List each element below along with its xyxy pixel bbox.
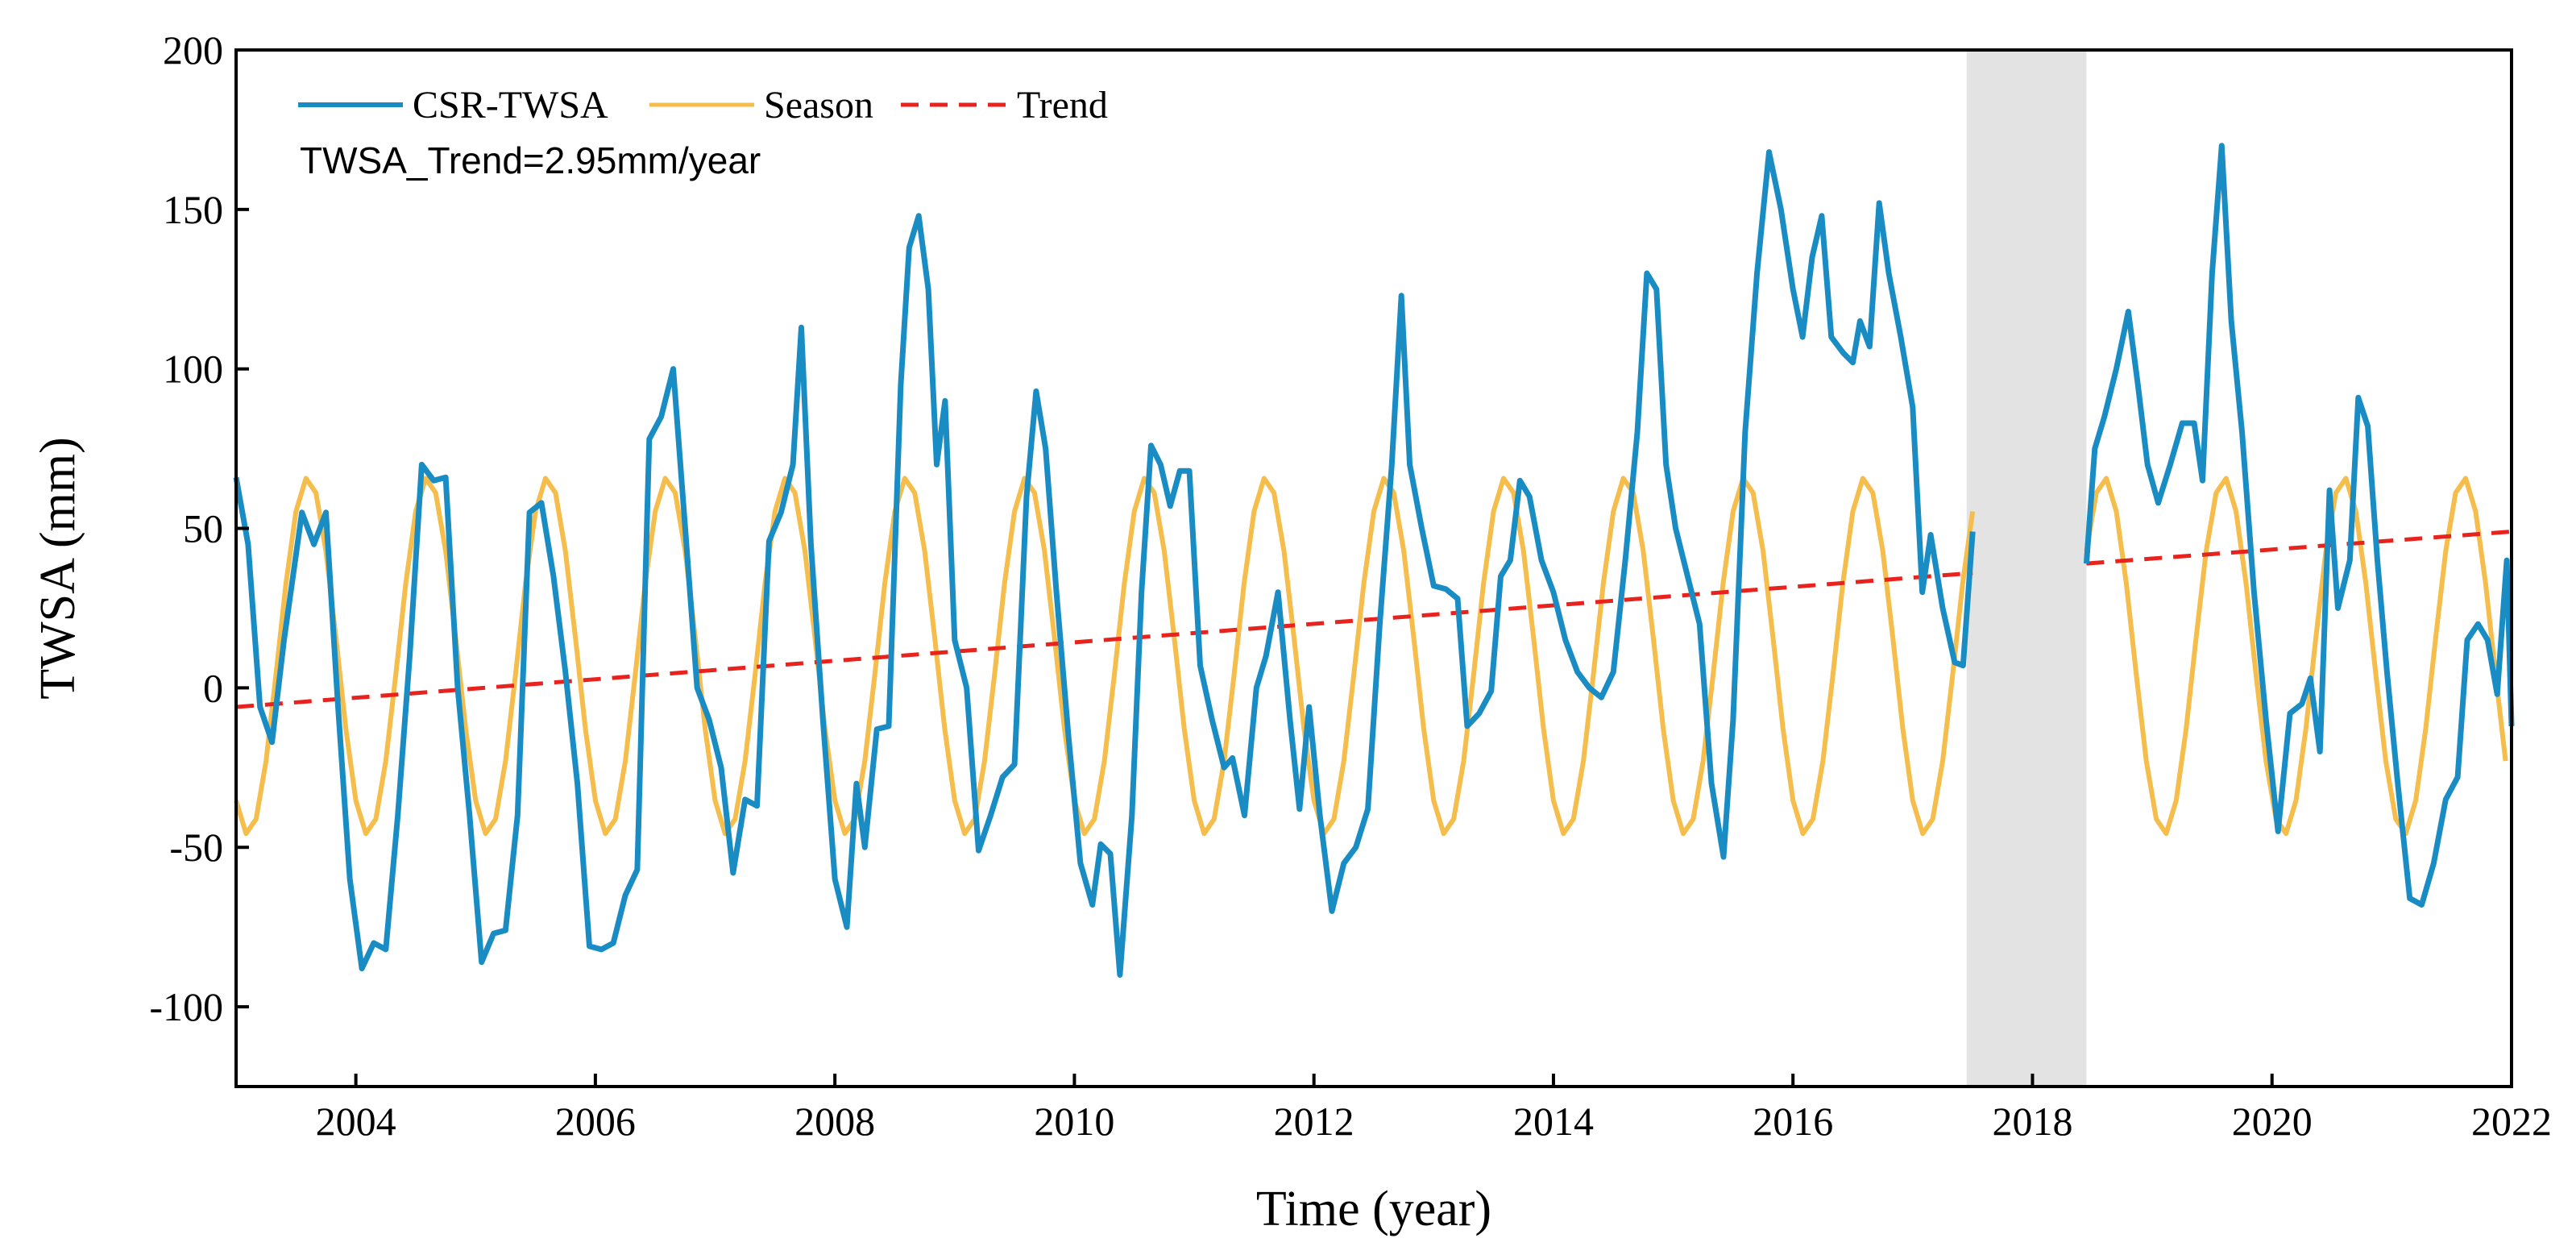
series-trend-line-2 [2086,530,2512,566]
trend-annotation: TWSA_Trend=2.95mm/year [300,139,761,181]
data-gap-shading [1966,50,2087,1087]
series-layer [233,143,2515,978]
legend-label-trend: Trend [1017,84,1108,127]
x-tick-label: 2006 [555,1099,636,1144]
x-tick-label: 2010 [1034,1099,1114,1144]
plot-area [233,50,2515,1087]
legend-label-csr-twsa: CSR-TWSA [413,84,608,127]
x-tick-label: 2022 [2471,1099,2552,1144]
legend-label-season: Season [764,84,873,127]
x-axis-title: Time (year) [1256,1182,1491,1236]
series-trend-line-1 [235,571,1973,709]
x-tick-label: 2018 [1992,1099,2072,1144]
y-tick-label: -50 [169,825,223,870]
x-tick-label: 2004 [316,1099,396,1144]
y-tick-label: 100 [163,347,223,392]
x-tick-label: 2020 [2232,1099,2313,1144]
x-tick-label: 2016 [1753,1099,1833,1144]
x-tick-label: 2012 [1274,1099,1354,1144]
series-season-line-2 [2084,476,2508,837]
series-csr-twsa-line-2 [2083,143,2515,908]
legend: CSR-TWSA Season Trend [298,84,1108,127]
series-csr-twsa-line-1 [233,149,1976,978]
x-tick-label: 2014 [1513,1099,1594,1144]
plot-frame [234,48,2513,1088]
x-tick-label: 2008 [794,1099,875,1144]
y-tick-label: 150 [163,187,223,232]
y-tick-label: 0 [203,665,223,710]
y-tick-label: 200 [163,27,223,73]
axis-ticks: -100 -50 0 50 100 150 200 2004 2006 2008 2010 2012 2… [149,27,2552,1144]
y-tick-label: 50 [183,506,223,551]
y-axis-title: TWSA (mm) [31,437,85,699]
y-tick-label: -100 [149,984,223,1029]
